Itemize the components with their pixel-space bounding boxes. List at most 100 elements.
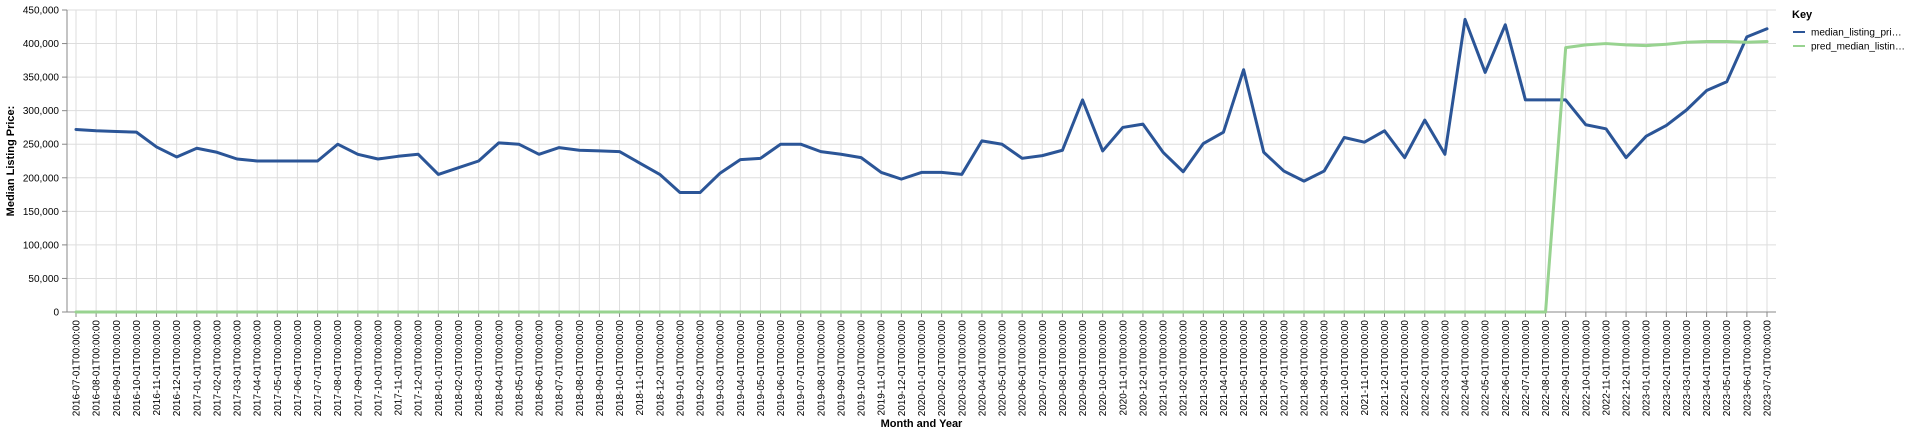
x-tick-label: 2020-11-01T00:00:00 — [1118, 320, 1129, 416]
x-tick-label: 2020-01-01T00:00:00 — [917, 320, 928, 417]
y-tick-label: 300,000 — [23, 106, 60, 117]
x-tick-label: 2016-07-01T00:00:00 — [72, 320, 83, 417]
x-tick-label: 2021-09-01T00:00:00 — [1320, 320, 1331, 417]
x-tick-label: 2019-06-01T00:00:00 — [776, 320, 787, 417]
x-tick-label: 2017-01-01T00:00:00 — [192, 320, 203, 417]
y-tick-label: 100,000 — [23, 240, 60, 251]
x-tick-label: 2018-11-01T00:00:00 — [635, 320, 646, 416]
x-tick-label: 2020-12-01T00:00:00 — [1138, 320, 1149, 417]
x-tick-label: 2017-07-01T00:00:00 — [313, 320, 324, 417]
x-tick-label: 2023-05-01T00:00:00 — [1722, 320, 1733, 417]
x-tick-label: 2022-03-01T00:00:00 — [1440, 320, 1451, 417]
y-tick-label: 50,000 — [28, 274, 59, 285]
legend-label: median_listing_pri… — [1811, 28, 1902, 39]
x-tick-label: 2019-12-01T00:00:00 — [897, 320, 908, 417]
x-tick-label: 2019-08-01T00:00:00 — [816, 320, 827, 417]
x-tick-label: 2022-05-01T00:00:00 — [1481, 320, 1492, 417]
legend-label: pred_median_listin… — [1811, 42, 1905, 53]
x-tick-label: 2022-12-01T00:00:00 — [1622, 320, 1633, 417]
x-tick-label: 2021-08-01T00:00:00 — [1299, 320, 1310, 417]
x-tick-label: 2017-04-01T00:00:00 — [253, 320, 264, 417]
x-tick-label: 2021-10-01T00:00:00 — [1340, 320, 1351, 417]
x-tick-label: 2017-03-01T00:00:00 — [233, 320, 244, 417]
x-tick-label: 2023-06-01T00:00:00 — [1742, 320, 1753, 417]
series-line-pred-median-listin — [74, 40, 1769, 314]
y-tick-label: 450,000 — [23, 6, 60, 17]
axes: 0 50,000 100,000 150,000 200,000 250,000 300,0… — [23, 6, 1776, 417]
x-tick-label: 2016-11-01T00:00:00 — [152, 320, 163, 416]
x-tick-label: 2019-07-01T00:00:00 — [796, 320, 807, 417]
x-tick-label: 2017-10-01T00:00:00 — [373, 320, 384, 417]
x-tick-label: 2021-12-01T00:00:00 — [1380, 320, 1391, 417]
x-tick-label: 2017-09-01T00:00:00 — [353, 320, 364, 417]
x-tick-label: 2022-04-01T00:00:00 — [1461, 320, 1472, 417]
x-tick-label: 2022-11-01T00:00:00 — [1601, 320, 1612, 416]
x-tick-label: 2020-04-01T00:00:00 — [977, 320, 988, 417]
x-tick-label: 2017-12-01T00:00:00 — [414, 320, 425, 417]
y-axis-title: Median Listing Price: — [5, 106, 17, 217]
x-tick-label: 2020-02-01T00:00:00 — [937, 320, 948, 417]
y-tick-label: 200,000 — [23, 173, 60, 184]
x-tick-label: 2023-04-01T00:00:00 — [1702, 320, 1713, 417]
x-tick-label: 2019-01-01T00:00:00 — [675, 320, 686, 417]
x-tick-label: 2020-10-01T00:00:00 — [1098, 320, 1109, 417]
x-tick-label: 2021-11-01T00:00:00 — [1360, 320, 1371, 416]
x-tick-label: 2021-06-01T00:00:00 — [1259, 320, 1270, 417]
x-tick-label: 2018-01-01T00:00:00 — [434, 320, 445, 417]
x-tick-label: 2019-09-01T00:00:00 — [836, 320, 847, 417]
x-tick-label: 2022-02-01T00:00:00 — [1420, 320, 1431, 417]
x-tick-label: 2022-10-01T00:00:00 — [1581, 320, 1592, 417]
x-tick-label: 2018-06-01T00:00:00 — [535, 320, 546, 417]
x-tick-label: 2020-08-01T00:00:00 — [1058, 320, 1069, 417]
x-tick-label: 2023-07-01T00:00:00 — [1763, 320, 1774, 417]
x-tick-label: 2018-04-01T00:00:00 — [494, 320, 505, 417]
x-tick-label: 2018-12-01T00:00:00 — [655, 320, 666, 417]
x-tick-label: 2017-06-01T00:00:00 — [293, 320, 304, 417]
x-tick-label: 2016-12-01T00:00:00 — [172, 320, 183, 417]
legend-title: Key — [1792, 9, 1813, 21]
x-tick-label: 2019-10-01T00:00:00 — [857, 320, 868, 417]
x-tick-label: 2022-07-01T00:00:00 — [1521, 320, 1532, 417]
x-tick-label: 2019-05-01T00:00:00 — [756, 320, 767, 417]
x-tick-label: 2019-03-01T00:00:00 — [716, 320, 727, 417]
grid-lines — [67, 9, 1776, 313]
x-tick-label: 2023-01-01T00:00:00 — [1642, 320, 1653, 417]
y-tick-label: 250,000 — [23, 140, 60, 151]
x-tick-label: 2017-08-01T00:00:00 — [333, 320, 344, 417]
x-tick-label: 2018-08-01T00:00:00 — [575, 320, 586, 417]
x-tick-label: 2018-10-01T00:00:00 — [615, 320, 626, 417]
x-tick-label: 2020-06-01T00:00:00 — [1018, 320, 1029, 417]
x-tick-label: 2019-02-01T00:00:00 — [696, 320, 707, 417]
x-tick-label: 2022-01-01T00:00:00 — [1400, 320, 1411, 417]
x-tick-label: 2020-09-01T00:00:00 — [1078, 320, 1089, 417]
x-tick-label: 2019-11-01T00:00:00 — [877, 320, 888, 416]
x-tick-label: 2018-09-01T00:00:00 — [595, 320, 606, 417]
x-tick-label: 2018-03-01T00:00:00 — [474, 320, 485, 417]
x-tick-label: 2018-02-01T00:00:00 — [454, 320, 465, 417]
x-tick-label: 2016-08-01T00:00:00 — [92, 320, 103, 417]
x-tick-label: 2022-06-01T00:00:00 — [1501, 320, 1512, 417]
legend: Key median_listing_pri… pred_median_listi… — [1792, 9, 1905, 53]
x-tick-label: 2017-02-01T00:00:00 — [212, 320, 223, 417]
x-tick-label: 2019-04-01T00:00:00 — [736, 320, 747, 417]
x-tick-label: 2021-05-01T00:00:00 — [1239, 320, 1250, 417]
y-tick-label: 0 — [53, 308, 59, 319]
x-tick-label: 2020-07-01T00:00:00 — [1038, 320, 1049, 417]
x-tick-label: 2016-10-01T00:00:00 — [132, 320, 143, 417]
y-tick-label: 150,000 — [23, 207, 60, 218]
x-tick-label: 2023-03-01T00:00:00 — [1682, 320, 1693, 417]
x-tick-label: 2021-02-01T00:00:00 — [1179, 320, 1190, 417]
x-tick-label: 2016-09-01T00:00:00 — [112, 320, 123, 417]
x-tick-label: 2018-07-01T00:00:00 — [555, 320, 566, 417]
legend-items: median_listing_pri… pred_median_listin… — [1793, 28, 1905, 53]
x-tick-label: 2020-03-01T00:00:00 — [957, 320, 968, 417]
x-tick-label: 2020-05-01T00:00:00 — [998, 320, 1009, 417]
x-tick-label: 2017-05-01T00:00:00 — [273, 320, 284, 417]
x-tick-label: 2023-02-01T00:00:00 — [1662, 320, 1673, 417]
x-tick-label: 2018-05-01T00:00:00 — [514, 320, 525, 417]
x-tick-label: 2021-01-01T00:00:00 — [1159, 320, 1170, 417]
x-tick-label: 2022-08-01T00:00:00 — [1541, 320, 1552, 417]
y-tick-label: 350,000 — [23, 73, 60, 84]
